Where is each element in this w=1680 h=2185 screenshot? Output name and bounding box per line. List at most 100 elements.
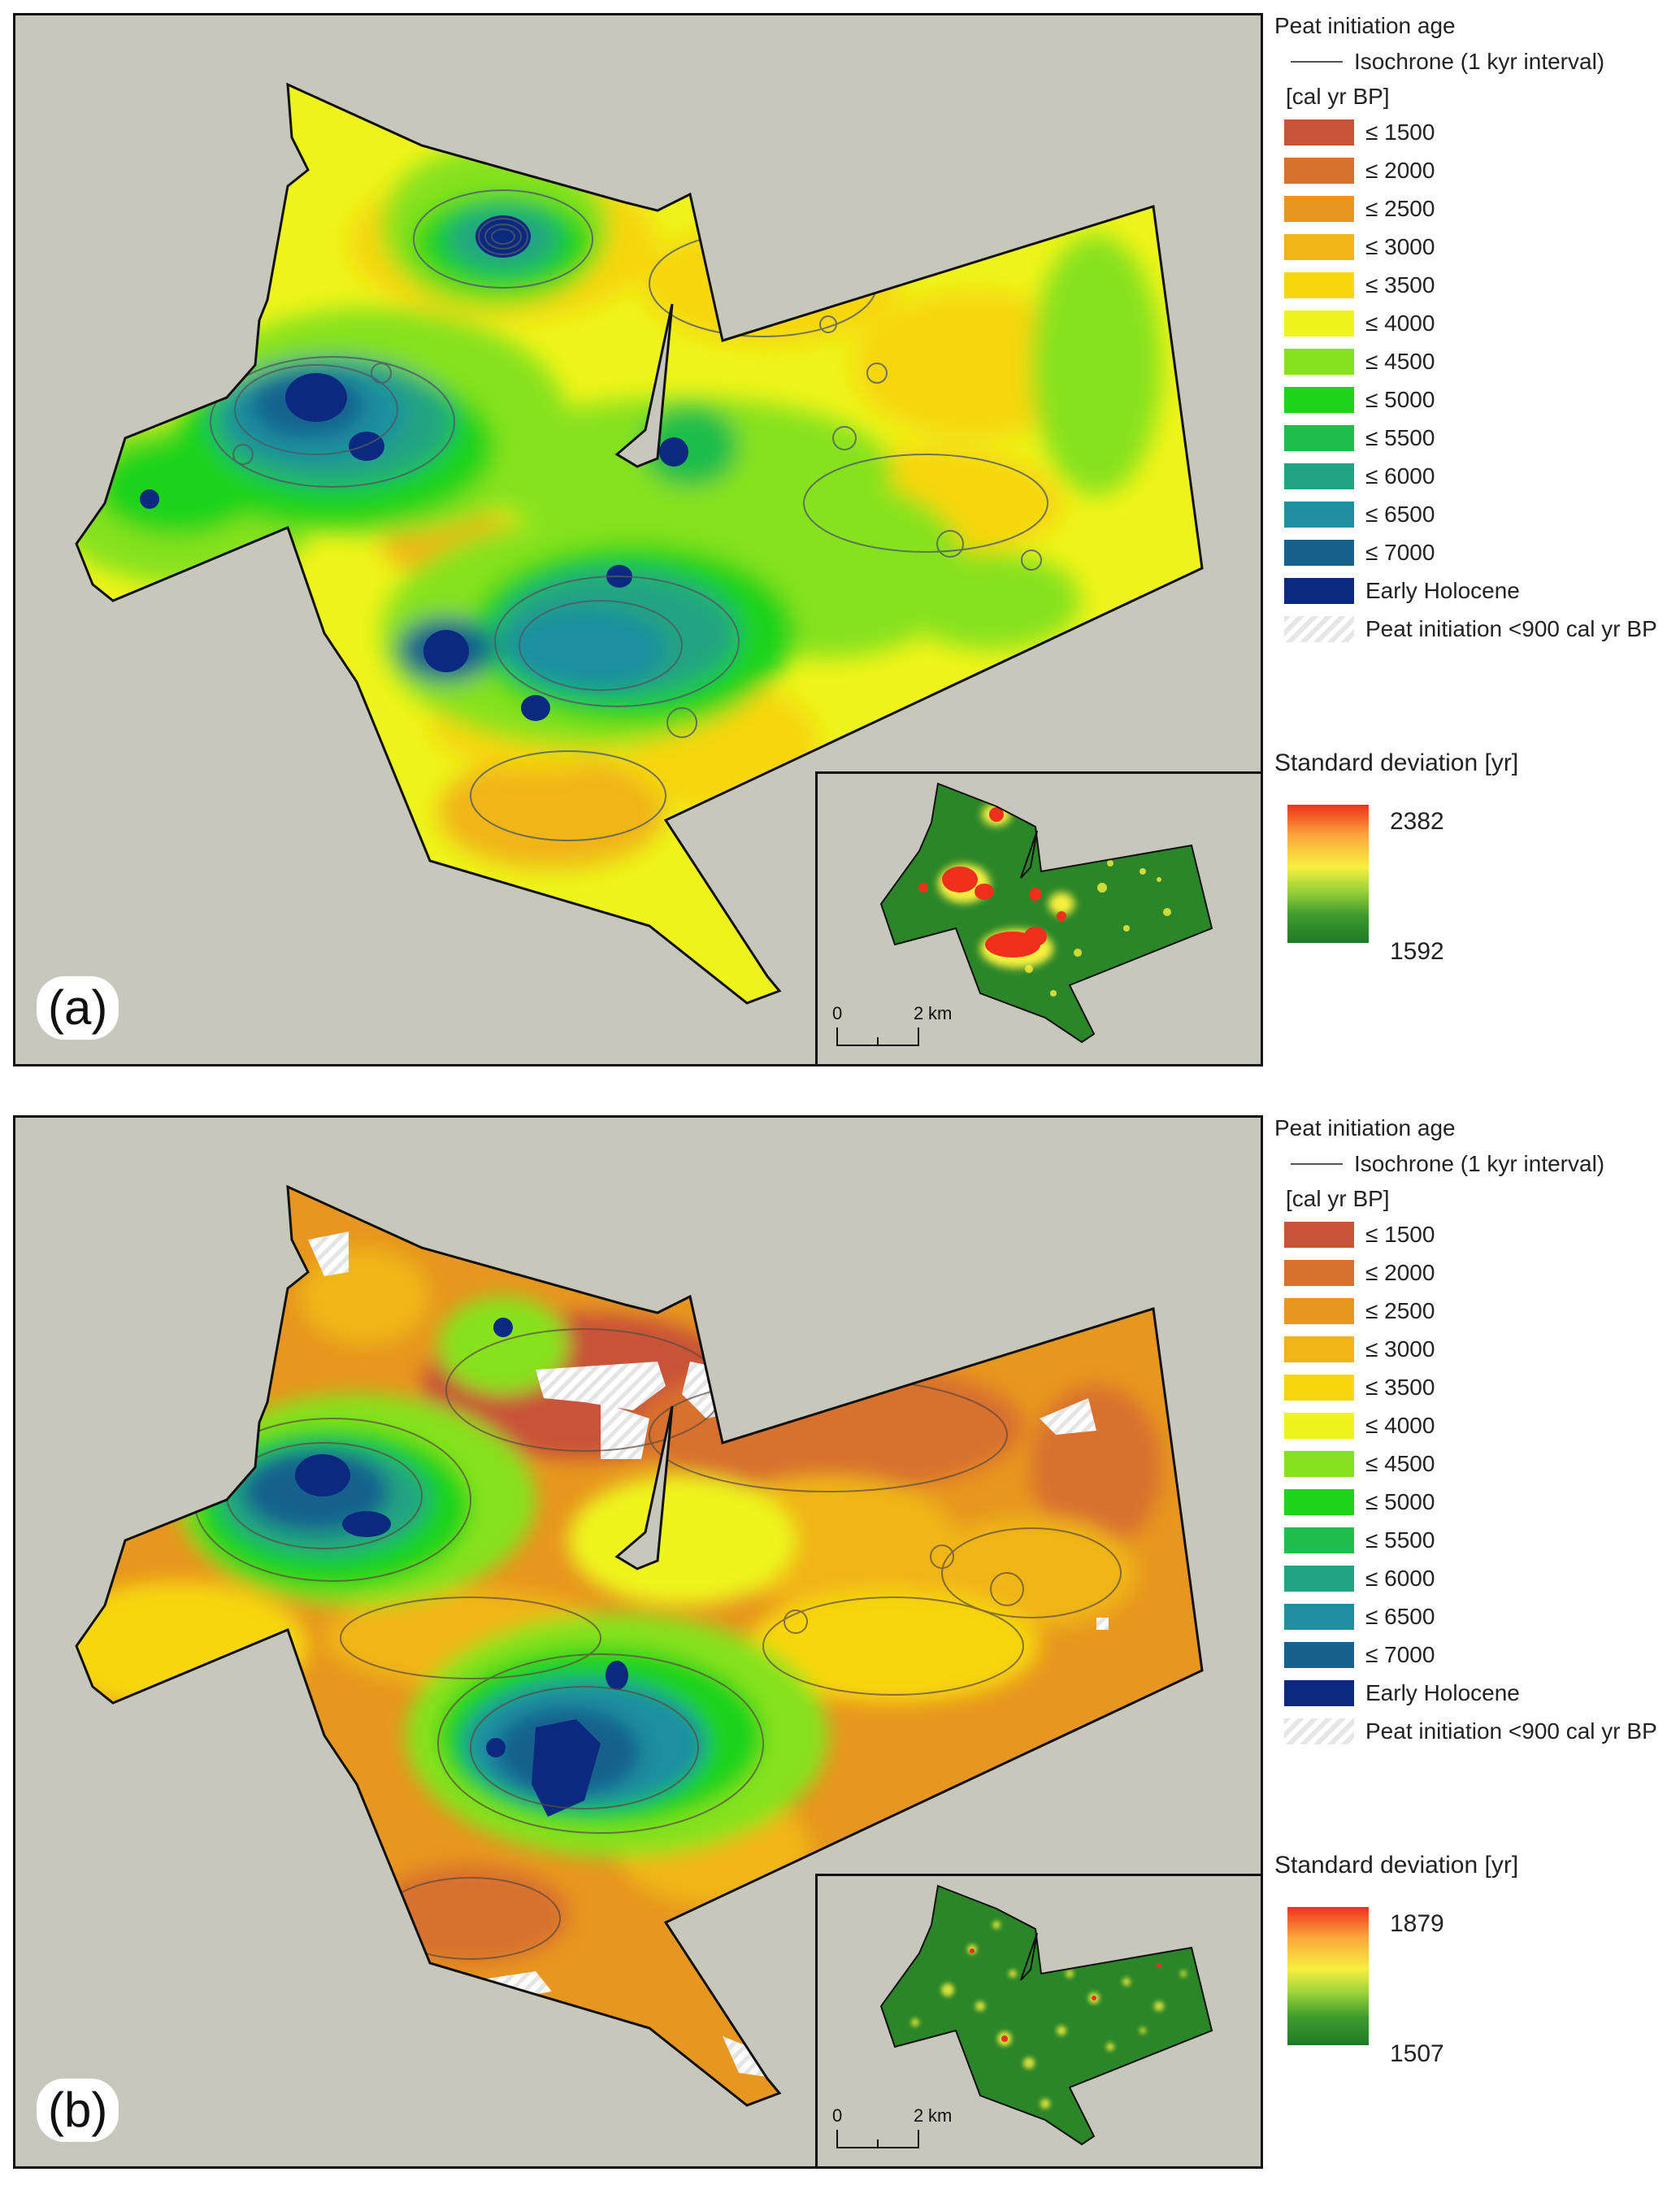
legend: Peat initiation age Isochrone (1 kyr int…	[1274, 10, 1673, 648]
scale-unit: km	[928, 1003, 953, 1023]
panel-label: (b)	[37, 2079, 119, 2142]
legend-class-label: ≤ 2500	[1365, 1297, 1435, 1323]
legend-class-label: ≤ 2000	[1365, 157, 1435, 183]
legend-swatch	[1284, 424, 1354, 451]
hatch-label: Peat initiation <900 cal yr BP	[1365, 615, 1657, 641]
legend-swatch	[1284, 1336, 1354, 1362]
legend-swatch	[1284, 195, 1354, 222]
sd-legend-title: Standard deviation [yr]	[1274, 1852, 1519, 1879]
legend-class-label: ≤ 2000	[1365, 1259, 1435, 1285]
legend-swatch	[1284, 348, 1354, 375]
legend-class-label: ≤ 7000	[1365, 1641, 1435, 1667]
legend-class-label: Early Holocene	[1365, 1679, 1520, 1705]
legend-title: Peat initiation age	[1274, 13, 1456, 38]
sd-map	[879, 1884, 1213, 2146]
isochrone-line-icon	[1291, 1162, 1343, 1165]
legend-class: ≤ 5500	[1274, 419, 1673, 457]
legend-class: ≤ 4500	[1274, 1444, 1673, 1483]
legend-class-label: ≤ 2500	[1365, 195, 1435, 221]
standard-deviation-inset: 0 2 km	[815, 1874, 1261, 2166]
scale-zero: 0	[832, 2105, 843, 2126]
hatch-label: Peat initiation <900 cal yr BP	[1365, 1718, 1657, 1744]
legend-class-label: ≤ 4500	[1365, 1450, 1435, 1476]
legend-class: ≤ 2000	[1274, 151, 1673, 189]
legend-class-label: ≤ 3000	[1365, 233, 1435, 259]
legend-swatch	[1284, 310, 1354, 337]
hatch-legend-row: Peat initiation <900 cal yr BP	[1274, 610, 1673, 648]
scale-two: 2	[914, 1003, 924, 1023]
legend-class: ≤ 7000	[1274, 1635, 1673, 1674]
legend-class-label: ≤ 5500	[1365, 1527, 1435, 1553]
legend-class-label: Early Holocene	[1365, 577, 1520, 603]
sd-color-ramp	[1287, 805, 1369, 943]
legend-swatch	[1284, 539, 1354, 566]
sd-max-value: 2382	[1390, 808, 1444, 835]
legend-class-label: ≤ 5500	[1365, 424, 1435, 450]
legend-swatch	[1284, 1412, 1354, 1439]
legend-class: ≤ 3500	[1274, 266, 1673, 304]
legend-class: Early Holocene	[1274, 571, 1673, 610]
legend-swatch	[1284, 577, 1354, 604]
legend-swatch	[1284, 271, 1354, 298]
legend-classes: ≤ 1500 ≤ 2000 ≤ 2500 ≤ 3000 ≤ 3500 ≤ 400…	[1274, 113, 1673, 610]
sd-min-value: 1592	[1390, 938, 1444, 965]
sd-color-ramp	[1287, 1907, 1369, 2045]
legend-swatch	[1284, 233, 1354, 260]
isochrone-legend-row: Isochrone (1 kyr interval)	[1274, 42, 1673, 80]
legend-class-label: ≤ 3000	[1365, 1336, 1435, 1362]
scale-bar: 0 2 km	[829, 2105, 952, 2158]
panel-a: 0 2 km (a) Peat initiation age Isochrone…	[0, 0, 1680, 1073]
legend: Peat initiation age Isochrone (1 kyr int…	[1274, 1112, 1673, 1750]
legend-swatch	[1284, 463, 1354, 489]
legend-classes: ≤ 1500 ≤ 2000 ≤ 2500 ≤ 3000 ≤ 3500 ≤ 400…	[1274, 1215, 1673, 1712]
legend-class: ≤ 5500	[1274, 1521, 1673, 1559]
legend-class-label: ≤ 1500	[1365, 119, 1435, 145]
sd-max-value: 1879	[1390, 1910, 1444, 1937]
legend-class-label: ≤ 6500	[1365, 501, 1435, 527]
legend-class-label: ≤ 4500	[1365, 348, 1435, 374]
isochrone-label: Isochrone (1 kyr interval)	[1354, 1150, 1605, 1176]
legend-class-label: ≤ 5000	[1365, 1488, 1435, 1514]
hatch-swatch	[1284, 615, 1354, 642]
sd-map	[879, 782, 1213, 1044]
map-frame: 0 2 km (a)	[13, 13, 1263, 1066]
legend-class-label: ≤ 4000	[1365, 310, 1435, 336]
legend-class-label: ≤ 3500	[1365, 1374, 1435, 1400]
legend-units: [cal yr BP]	[1286, 1186, 1390, 1211]
scale-unit: km	[928, 2105, 953, 2126]
legend-title: Peat initiation age	[1274, 1115, 1456, 1140]
panel-label: (a)	[37, 976, 119, 1040]
legend-swatch	[1284, 1679, 1354, 1706]
legend-class: ≤ 7000	[1274, 533, 1673, 571]
sd-legend-title: Standard deviation [yr]	[1274, 749, 1519, 776]
legend-class-label: ≤ 7000	[1365, 539, 1435, 565]
peat-age-map	[75, 1184, 1204, 2107]
legend-class: Early Holocene	[1274, 1674, 1673, 1712]
legend-swatch	[1284, 1565, 1354, 1592]
legend-swatch	[1284, 1641, 1354, 1668]
legend-class: ≤ 5000	[1274, 1483, 1673, 1521]
legend-class: ≤ 2000	[1274, 1253, 1673, 1292]
sd-min-value: 1507	[1390, 2040, 1444, 2067]
legend-class-label: ≤ 3500	[1365, 271, 1435, 298]
legend-swatch	[1284, 1603, 1354, 1630]
legend-class-label: ≤ 4000	[1365, 1412, 1435, 1438]
legend-swatch	[1284, 157, 1354, 184]
legend-class: ≤ 6500	[1274, 1597, 1673, 1635]
map-frame: 0 2 km (b)	[13, 1115, 1263, 2169]
legend-swatch	[1284, 501, 1354, 528]
isochrone-label: Isochrone (1 kyr interval)	[1354, 48, 1605, 74]
isochrone-legend-row: Isochrone (1 kyr interval)	[1274, 1145, 1673, 1183]
peat-age-map	[75, 82, 1204, 1005]
panel-b: 0 2 km (b) Peat initiation age Isochrone…	[0, 1102, 1680, 2175]
legend-swatch	[1284, 1374, 1354, 1401]
standard-deviation-inset: 0 2 km	[815, 771, 1261, 1064]
hatch-legend-row: Peat initiation <900 cal yr BP	[1274, 1712, 1673, 1750]
legend-swatch	[1284, 1259, 1354, 1286]
legend-class: ≤ 1500	[1274, 1215, 1673, 1253]
legend-class: ≤ 6000	[1274, 1559, 1673, 1597]
legend-swatch	[1284, 1297, 1354, 1324]
legend-swatch	[1284, 1221, 1354, 1248]
legend-class: ≤ 3500	[1274, 1368, 1673, 1406]
hatch-swatch	[1284, 1718, 1354, 1744]
